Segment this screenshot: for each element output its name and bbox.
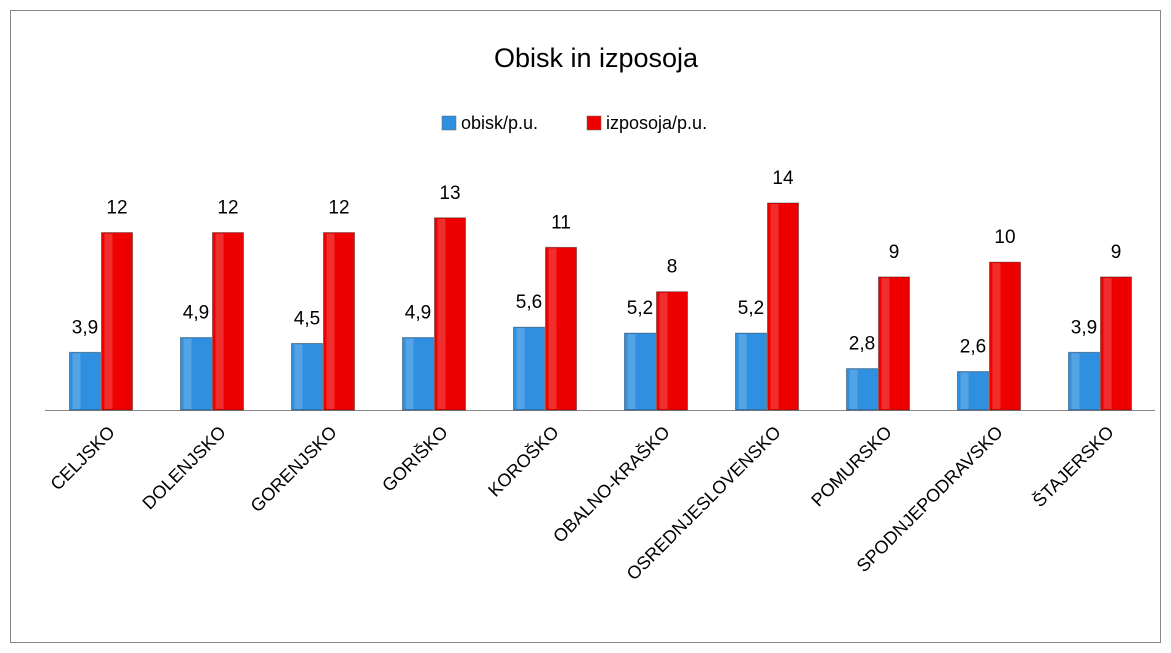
bar-shine <box>960 372 969 409</box>
bar <box>291 342 323 411</box>
data-label: 8 <box>667 257 678 278</box>
bar <box>656 291 688 411</box>
data-label: 3,9 <box>72 317 98 338</box>
bar-shine <box>627 334 636 409</box>
data-label: 12 <box>217 198 238 219</box>
bar-shine <box>849 369 858 409</box>
bar <box>878 276 910 411</box>
bar-shine <box>770 204 779 409</box>
bar <box>69 351 101 411</box>
data-label: 10 <box>994 227 1015 248</box>
bar-shine <box>659 292 668 409</box>
bar-shine <box>1071 353 1080 409</box>
legend-swatch <box>441 115 457 131</box>
chart-border <box>10 10 1161 643</box>
bar-shine <box>104 233 113 409</box>
bar <box>989 261 1021 411</box>
bar <box>1100 276 1132 411</box>
bar-shine <box>326 233 335 409</box>
bar <box>323 232 355 411</box>
chart-title: Obisk in izposoja <box>494 43 699 73</box>
data-label: 2,8 <box>849 334 875 355</box>
bar-shine <box>72 353 81 409</box>
data-label: 12 <box>106 198 127 219</box>
data-label: 5,6 <box>516 292 542 313</box>
data-label: 5,2 <box>627 298 653 319</box>
bar <box>101 232 133 411</box>
bar <box>1068 351 1100 411</box>
bar-shine <box>183 338 192 409</box>
legend-swatch <box>586 115 602 131</box>
data-label: 3,9 <box>1071 317 1097 338</box>
bar <box>434 217 466 411</box>
legend-label: izposoja/p.u. <box>606 113 707 133</box>
data-label: 14 <box>772 168 794 189</box>
bar <box>545 246 577 411</box>
data-label: 11 <box>551 212 571 233</box>
data-label: 5,2 <box>738 298 764 319</box>
data-label: 12 <box>328 198 349 219</box>
data-label: 2,6 <box>960 337 986 358</box>
bar-shine <box>738 334 747 409</box>
data-label: 4,9 <box>183 303 209 324</box>
data-label: 13 <box>439 183 460 204</box>
bar <box>735 332 767 411</box>
data-label: 4,5 <box>294 308 320 329</box>
data-label: 9 <box>889 242 900 263</box>
bar-shine <box>548 248 557 409</box>
bar <box>180 337 212 411</box>
bar-shine <box>215 233 224 409</box>
bar <box>624 332 656 411</box>
data-label: 4,9 <box>405 303 431 324</box>
bar-shine <box>992 263 1001 409</box>
bar <box>513 326 545 411</box>
bar-shine <box>881 277 890 409</box>
bar <box>957 371 989 411</box>
bar-shine <box>516 328 525 409</box>
bar-shine <box>1103 277 1112 409</box>
legend-label: obisk/p.u. <box>461 113 538 133</box>
bar-shine <box>437 218 446 409</box>
bar <box>846 368 878 411</box>
bar <box>767 202 799 411</box>
bar-shine <box>294 344 303 409</box>
bar <box>212 232 244 411</box>
bar-shine <box>405 338 414 409</box>
data-label: 9 <box>1111 242 1122 263</box>
bar <box>402 337 434 411</box>
